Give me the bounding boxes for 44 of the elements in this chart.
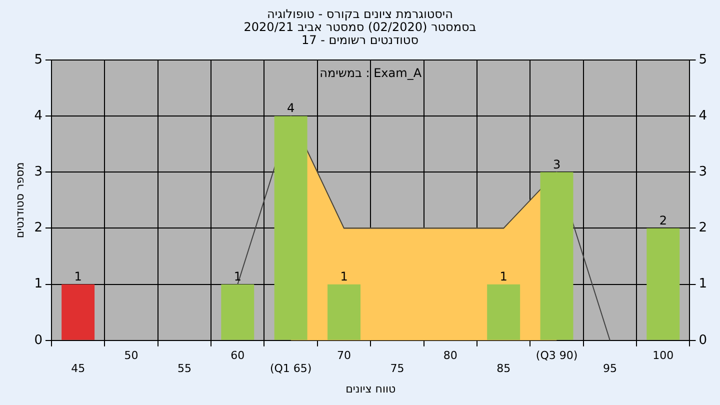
x-tick-label: (Q1 65) — [270, 362, 312, 376]
bar — [646, 228, 680, 340]
bar — [487, 284, 520, 340]
bar — [274, 116, 308, 340]
data-label: 4 — [286, 101, 295, 116]
y-tick-label: 2 — [34, 220, 42, 236]
bar — [221, 284, 254, 340]
y-tick-label: 3 — [34, 164, 42, 180]
y-tick-label: 0 — [34, 332, 42, 348]
bar — [328, 284, 360, 340]
y2-tick-label: 3 — [698, 164, 708, 180]
annotation: במשימה : Exam_A — [320, 66, 422, 80]
x-tick-label: 70 — [337, 348, 352, 362]
x-tick-label: 95 — [602, 362, 617, 376]
text: סטודנטים רשומים - 17 — [301, 33, 419, 47]
x-tick-label: 80 — [443, 348, 458, 362]
x-tick-label: 85 — [496, 362, 511, 376]
y2-tick-label: 5 — [698, 52, 708, 68]
data-label: 1 — [500, 269, 508, 284]
data-label: 2 — [659, 213, 667, 228]
bar — [540, 172, 574, 340]
y-axis-title: מספר סטודנטים — [13, 162, 26, 238]
y2-tick-label: 2 — [698, 220, 708, 236]
x-tick-label: 55 — [177, 362, 192, 376]
y2-tick-label: 4 — [698, 108, 708, 124]
y-tick-label: 1 — [34, 276, 42, 292]
y2-tick-label: 0 — [698, 332, 708, 348]
data-label: 1 — [74, 269, 82, 284]
data-label: 1 — [340, 269, 348, 284]
y2-tick-label: 1 — [698, 276, 708, 292]
x-tick-label: (Q3 90) — [536, 348, 578, 362]
x-tick-label: 100 — [652, 348, 674, 362]
x-tick-label: 50 — [124, 348, 138, 362]
x-tick-label: 60 — [230, 348, 245, 362]
data-label: 1 — [234, 269, 242, 284]
text: בסמסטר (02/2020) סמסטר אביב 2020/21 — [244, 20, 476, 34]
x-tick-label: 75 — [390, 362, 404, 376]
y-tick-label: 5 — [34, 52, 42, 68]
x-tick-label: 45 — [71, 362, 86, 376]
chart-title: היסטוגרמת ציונים בקורס - טופולוגיה — [266, 7, 454, 21]
bar — [62, 284, 95, 340]
data-label: 3 — [552, 157, 561, 172]
y-tick-label: 4 — [34, 108, 42, 124]
x-axis-title: טווח ציונים — [346, 382, 396, 396]
